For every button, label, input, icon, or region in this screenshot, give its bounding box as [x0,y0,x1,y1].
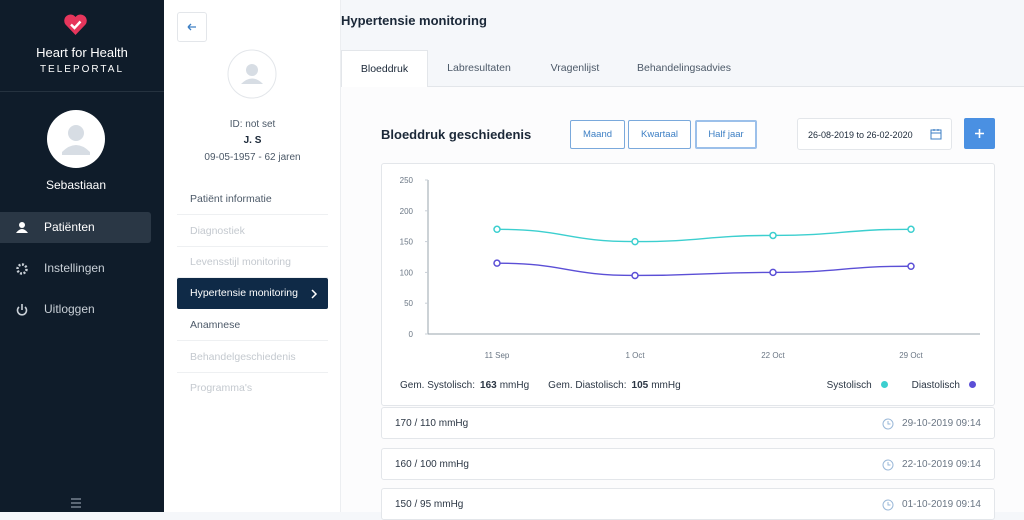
series-line [496,262,912,277]
clock-icon [882,459,894,470]
reading-row: 170 / 110 mmHg 29-10-2019 09:14 [381,407,995,439]
y-tick-label: 200 [400,207,414,216]
data-point [907,262,915,270]
back-button[interactable] [177,12,207,42]
plus-icon [975,129,984,138]
clock-icon [882,499,894,511]
date-picker[interactable]: 26-08-2019 to 26-02-2020 [797,118,952,150]
clock-hands [887,421,891,425]
nav-icons [16,222,28,316]
y-tick-label: 50 [404,299,413,308]
calendar-icon [930,129,942,140]
y-tick-label: 0 [409,330,414,339]
average-label: Gem. Diastolisch: [548,380,627,391]
patient-id: ID: not set [229,119,276,130]
logo [64,14,87,35]
patient-birth: 09-05-1957 - 62 jaren [204,152,301,163]
averages: Gem. Systolisch: 163 mmHg Gem. Diastolisch:… [400,380,681,391]
legend: Systolisch Diastolisch [827,380,976,391]
brand: Heart for Health [36,45,128,60]
clock-face [882,499,894,511]
clock-hands [887,461,891,465]
date-range: 26-08-2019 to 26-02-2020 [808,130,913,140]
period-button[interactable]: Half jaar [695,120,757,149]
section-title: Bloeddruk geschiedenis [381,127,532,142]
reading-row: 160 / 100 mmHg 22-10-2019 09:14 [381,447,995,480]
brand-subtitle: TELEPORTAL [39,64,125,75]
reading-date: 22-10-2019 09:14 [902,458,981,470]
clock-face [882,418,894,430]
x-tick-label: 29 Oct [899,351,923,360]
data-point [493,259,501,267]
x-tick-label: 11 Sep [485,351,510,360]
nav-item[interactable]: Patiënten [0,212,151,243]
chevron [311,289,318,299]
legend-dot [969,381,976,388]
menu-item[interactable]: Anamnese [177,310,328,341]
period-button[interactable]: Kwartaal [628,120,691,149]
divider [0,91,164,92]
sidebar: Heart for Health TELEPORTAL Sebastiaan P… [0,0,164,512]
menu-toggle[interactable] [70,498,82,508]
menu-item[interactable]: Hypertensie monitoring [177,278,328,309]
average-value: 163 [480,380,497,391]
clock-face [882,459,894,470]
reading-value: 160 / 100 mmHg [395,458,469,470]
back-icon [187,23,196,31]
reading-date: 29-10-2019 09:14 [902,418,981,429]
reading-value: 150 / 95 mmHg [395,499,464,510]
patient-name: J. S [243,135,262,146]
data-point [769,268,777,277]
chart: 0 50 100 150 200 250 11 Sep 1 Oct 22 Oct 29 Oct [400,176,980,360]
x-tick-label: 1 Oct [625,351,645,360]
data-point [907,225,915,234]
y-tick-label: 250 [400,176,414,185]
average-label: Gem. Systolisch: [400,380,476,391]
reading-date: 01-10-2019 09:14 [902,499,981,510]
data-point [769,231,777,240]
clock-icon [882,418,894,430]
legend-dot [880,381,888,388]
patient-panel: ID: not set J. S 09-05-1957 - 62 jaren P… [164,0,341,512]
y-tick-label: 100 [400,268,414,277]
series-line [496,228,912,243]
menu-item[interactable]: Levensstijl monitoring [177,247,328,278]
x-tick-label: 22 Oct [761,351,785,360]
page-title: Hypertensie monitoring [341,13,487,28]
legend-label: Diastolisch [911,380,960,391]
clock-hands [887,502,891,506]
patient-avatar [227,49,277,99]
tab[interactable]: Vragenlijst [550,62,600,74]
menu-item[interactable]: Programma's [190,382,253,394]
menu-item[interactable]: Patiënt informatie [177,184,328,215]
legend-label: Systolisch [826,380,872,391]
reading-value: 170 / 110 mmHg [395,418,469,429]
tab[interactable]: Labresultaten [447,62,511,74]
data-point [631,271,639,280]
add-button[interactable] [964,118,995,149]
average-unit: mmHg [499,380,530,391]
y-tick-label: 150 [400,238,414,247]
period-button[interactable]: Maand [570,120,625,149]
user-avatar [47,110,105,168]
nav-item[interactable]: Uitloggen [44,302,95,316]
nav-item[interactable]: Instellingen [44,261,105,275]
user-name: Sebastiaan [45,178,107,192]
menu-item[interactable]: Diagnostiek [177,216,328,247]
data-point [493,225,501,234]
average-unit: mmHg [651,380,681,391]
chart-card: 0 50 100 150 200 250 11 Sep 1 Oct 22 Oct 29 Oct G… [381,163,995,406]
data-point [631,237,639,246]
menu-item[interactable]: Behandelgeschiedenis [177,342,328,373]
tab[interactable]: Behandelingsadvies [637,62,731,74]
average-value: 105 [631,380,649,391]
reading-row: 150 / 95 mmHg 01-10-2019 09:14 [381,488,995,520]
tab[interactable]: Bloeddruk [341,50,428,87]
